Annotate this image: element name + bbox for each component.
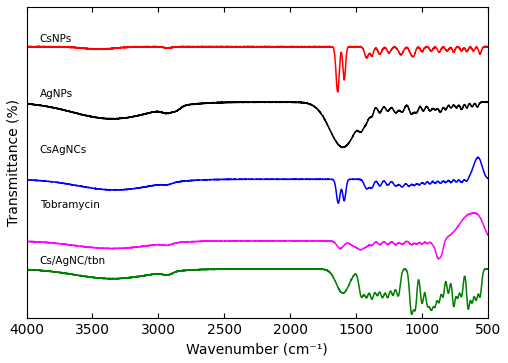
Text: Cs/AgNC/tbn: Cs/AgNC/tbn xyxy=(40,256,106,266)
Y-axis label: Transmittance (%): Transmittance (%) xyxy=(7,99,21,226)
Text: Tobramycin: Tobramycin xyxy=(40,200,100,211)
Text: AgNPs: AgNPs xyxy=(40,89,73,99)
Text: CsNPs: CsNPs xyxy=(40,33,72,44)
X-axis label: Wavenumber (cm⁻¹): Wavenumber (cm⁻¹) xyxy=(186,342,328,356)
Text: CsAgNCs: CsAgNCs xyxy=(40,145,87,155)
